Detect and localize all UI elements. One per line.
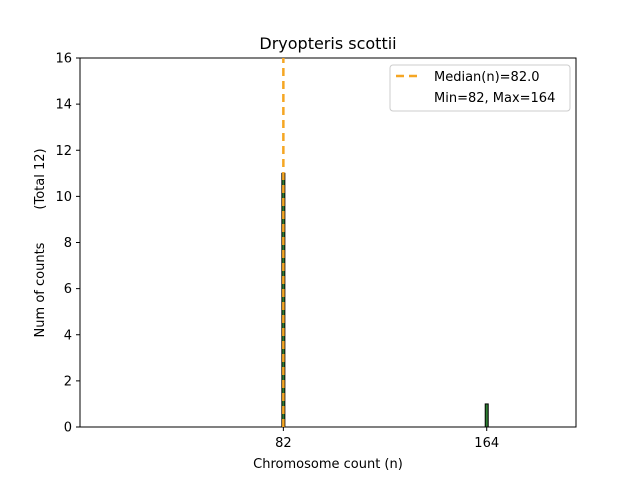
y-axis-label: Num of counts [33, 242, 48, 337]
legend-box [389, 64, 571, 112]
x-axis-label: Chromosome count (n) [253, 457, 403, 472]
legend-minmax-label: Min=82, Max=164 [434, 91, 555, 106]
bars [281, 172, 489, 428]
y-tick-label: 0 [64, 421, 72, 436]
plot-frame [79, 57, 577, 428]
y-tick-label: 12 [55, 144, 72, 159]
x-tick-label: 82 [275, 436, 292, 451]
y-tick-label: 16 [55, 52, 72, 67]
x-tick-label: 164 [474, 436, 499, 451]
y-axis-ticks: 0 2 4 6 8 10 12 14 16 [55, 52, 80, 436]
y-tick-label: 14 [55, 98, 72, 113]
bar-164 [484, 403, 489, 428]
y-tick-label: 2 [64, 374, 72, 389]
y-tick-label: 10 [55, 190, 72, 205]
x-axis-ticks: 82 164 [275, 427, 499, 451]
legend-median-label: Median(n)=82.0 [434, 70, 540, 85]
chart-title: Dryopteris scottii [259, 34, 396, 53]
legend: Median(n)=82.0 Min=82, Max=164 [389, 64, 571, 112]
y-tick-label: 4 [64, 328, 72, 343]
y-tick-label: 8 [64, 236, 72, 251]
y-tick-label: 6 [64, 282, 72, 297]
y-axis-label-total: (Total 12) [33, 148, 48, 209]
plot-area [79, 57, 577, 428]
